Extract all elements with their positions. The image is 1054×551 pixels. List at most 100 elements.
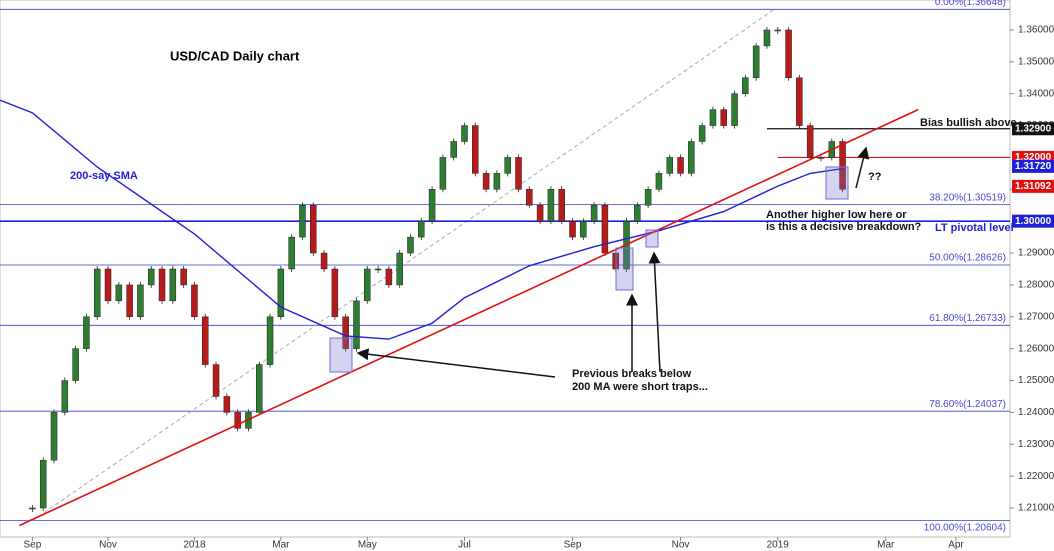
candle [256,364,263,413]
y-tick-label: 1.21000 [1018,503,1054,514]
candle [158,268,166,302]
candle [39,459,47,509]
arrow [648,251,661,373]
price-tag-label: 1.30000 [1015,216,1052,227]
candle [731,93,738,126]
candle [299,204,306,238]
candle [191,284,198,318]
fib-label: 61.80%(1.26733) [929,313,1006,324]
candle [796,77,803,126]
price-tag [1012,179,1054,193]
x-tick-label: Mar [877,540,895,551]
candle [634,204,641,222]
candle [266,316,274,365]
y-tick-label: 1.34000 [1018,88,1054,99]
candle [839,141,846,190]
x-tick-label: May [358,540,377,551]
fib-line [32,8,775,522]
annotation: Another higher low here or [766,209,907,221]
candle [277,268,285,318]
x-tick-label: 2018 [183,540,206,551]
candle [590,204,598,222]
candle [785,29,792,79]
y-tick-label: 1.23000 [1018,439,1054,450]
candle [61,380,69,413]
x-tick-label: Nov [672,540,690,551]
candle [50,412,58,461]
candle [515,157,522,190]
candle [137,284,144,318]
candle [644,189,652,206]
x-tick-label: Mar [272,540,290,551]
candle [234,412,241,429]
x-tick-label: 2019 [767,540,790,551]
candle [147,268,155,286]
candle [201,316,209,365]
candle [450,141,457,158]
x-tick-label: Sep [24,540,42,551]
candle [310,204,317,254]
candle [374,268,382,271]
candle [288,236,295,270]
arrow [855,146,870,189]
price-tag [1012,159,1054,173]
candle [93,268,101,318]
highlight-box [329,337,353,373]
annotation: Bias bullish above [920,117,1017,129]
annotation: LT pivotal level [935,222,1014,234]
candle [720,109,727,126]
candle [396,252,403,286]
y-tick-label: 1.28000 [1018,280,1054,291]
price-tag-label: 1.31720 [1015,161,1052,172]
candle [774,29,782,32]
candle [212,364,220,397]
x-tick-label: Sep [564,540,582,551]
fib-label: 50.00%(1.28626) [929,253,1006,264]
highlight-box [615,247,634,291]
candle [72,348,79,381]
candle [752,45,760,79]
candle [763,29,771,47]
candle [688,141,695,174]
candle [126,284,133,318]
candle [677,157,684,174]
candle [742,77,749,94]
highlight-box [645,229,659,248]
candle [353,300,360,349]
fib-label: 0.00%(1.36648) [935,0,1006,8]
candle [364,268,371,302]
candle [169,268,177,302]
candle [428,189,436,222]
candle [83,316,90,349]
candle [180,268,187,286]
candle [547,189,555,222]
y-tick-label: 1.25000 [1018,375,1054,386]
y-tick-label: 1.24000 [1018,407,1054,418]
fib-label: 78.60%(1.24037) [929,399,1006,410]
candle [526,189,533,206]
price-tag [1012,122,1054,136]
candle [558,189,565,222]
price-tag-label: 1.31092 [1015,181,1052,192]
highlight-box [825,166,849,200]
candle [580,220,587,238]
candle [806,125,814,158]
y-tick-label: 1.22000 [1018,471,1054,482]
candle [104,268,112,302]
candle [385,268,393,286]
fib-label: 38.20%(1.30519) [929,192,1006,203]
candle [698,125,706,142]
fib-label: 100.00%(1.20604) [924,522,1006,533]
arrow [356,348,556,378]
candle [115,284,123,302]
price-tag-label: 1.32900 [1015,123,1052,134]
price-tag [1012,214,1054,228]
candle [472,125,479,174]
candle [439,157,447,190]
y-tick-label: 1.26000 [1018,343,1054,354]
candle [601,204,609,254]
candle [655,173,663,190]
sma-label: 200-say SMA [70,170,138,182]
